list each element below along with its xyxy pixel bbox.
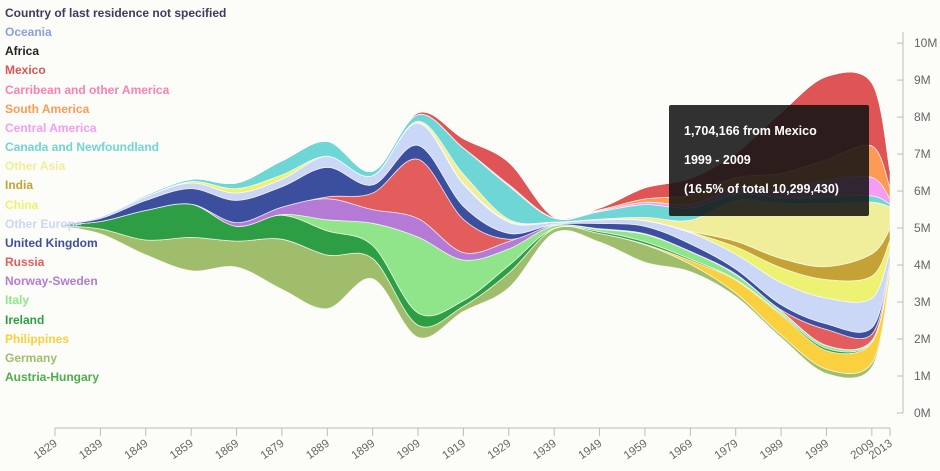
- legend-item-germany[interactable]: Germany: [5, 350, 58, 365]
- legend-item-russia[interactable]: Russia: [5, 255, 45, 270]
- legend-item-africa[interactable]: Africa: [5, 44, 40, 59]
- x-tick-label: 1849: [123, 438, 151, 463]
- x-tick-label: 1909: [395, 438, 423, 463]
- legend-item-other-asia[interactable]: Other Asia: [5, 159, 66, 174]
- y-tick-label: 8M: [914, 110, 931, 124]
- x-tick-label: 1869: [213, 438, 241, 463]
- legend-item-country-of-last-residence-not-specified[interactable]: Country of last residence not specified: [5, 6, 227, 20]
- x-tick-label: 1959: [622, 438, 650, 463]
- legend-item-india[interactable]: India: [5, 178, 34, 193]
- y-tick-label: 0M: [914, 406, 931, 420]
- x-tick-label: 1979: [713, 438, 741, 463]
- y-tick-label: 7M: [914, 147, 931, 161]
- x-tick-label: 1829: [32, 438, 60, 463]
- legend-item-united-kingdom[interactable]: United Kingdom: [5, 235, 98, 250]
- y-tick-label: 2M: [914, 332, 931, 346]
- y-axis: 0M 1M 2M 3M 4M 5M 6M 7M 8M 9M 10M: [897, 32, 937, 420]
- x-tick-label: 1969: [667, 438, 695, 463]
- legend: Country of last residence not specified O…: [5, 4, 226, 387]
- x-tick-label: 1999: [803, 438, 831, 463]
- y-tick-label: 4M: [914, 258, 931, 272]
- y-tick-label: 5M: [914, 221, 931, 235]
- x-tick-label: 1929: [486, 438, 514, 463]
- legend-item-philippines[interactable]: Philippines: [5, 331, 70, 346]
- x-tick-label: 1889: [304, 438, 332, 463]
- legend-item-norway-sweden[interactable]: Norway-Sweden: [5, 274, 98, 289]
- legend-item-south-america[interactable]: South America: [5, 101, 90, 116]
- x-axis: 1829 1839 1849 1859 1869 1879 1889 1899 1909 1919…: [32, 427, 895, 463]
- legend-item-austria-hungary[interactable]: Austria-Hungary: [5, 369, 100, 384]
- tooltip: 1,704,166 from Mexico 1999 - 2009 (16.5%…: [669, 105, 869, 216]
- legend-item-other-europe[interactable]: Other Europe: [5, 216, 82, 231]
- tooltip-line-share: (16.5% of total 10,299,430): [684, 182, 839, 196]
- x-tick-label: 1939: [531, 438, 559, 463]
- x-tick-label: 1919: [440, 438, 468, 463]
- stream-country-of-last-residence-not-specified[interactable]: [54, 71, 891, 226]
- x-tick-label: 1989: [758, 438, 786, 463]
- x-tick-label: 1949: [576, 438, 604, 463]
- legend-item-canada-and-newfoundland[interactable]: Canada and Newfoundland: [5, 140, 160, 155]
- x-tick-label: 1879: [259, 438, 287, 463]
- tooltip-line-period: 1999 - 2009: [684, 153, 751, 167]
- tooltip-line-value: 1,704,166 from Mexico: [684, 124, 817, 138]
- legend-item-ireland[interactable]: Ireland: [5, 312, 45, 327]
- y-tick-label: 10M: [914, 36, 937, 50]
- y-tick-label: 6M: [914, 184, 931, 198]
- legend-item-mexico[interactable]: Mexico: [5, 63, 46, 78]
- legend-item-china[interactable]: China: [5, 197, 39, 212]
- x-tick-label: 1899: [350, 438, 378, 463]
- y-tick-label: 1M: [914, 369, 931, 383]
- legend-item-carribean-and-other-america[interactable]: Carribean and other America: [5, 82, 170, 97]
- y-tick-label: 3M: [914, 295, 931, 309]
- legend-item-central-america[interactable]: Central America: [5, 120, 97, 135]
- y-tick-label: 9M: [914, 73, 931, 87]
- x-tick-label: 1839: [77, 438, 105, 463]
- legend-item-oceania[interactable]: Oceania: [5, 25, 52, 40]
- x-tick-label: 1859: [168, 438, 196, 463]
- legend-item-italy[interactable]: Italy: [5, 293, 30, 308]
